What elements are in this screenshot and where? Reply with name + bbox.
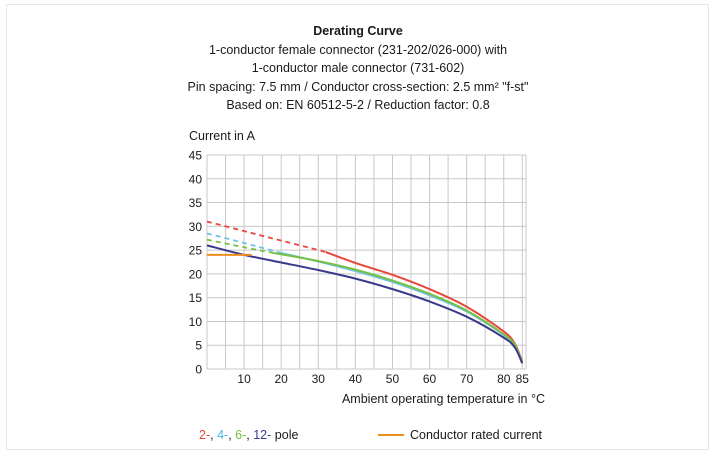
legend-rated-label: Conductor rated current — [410, 428, 543, 442]
x-tick-label: 40 — [349, 372, 363, 386]
series-pole-2-dashed — [206, 220, 326, 253]
y-tick-label: 5 — [195, 339, 202, 353]
series-pole-6-dashed — [206, 238, 274, 254]
legend-pole-12: 12- — [253, 428, 272, 442]
chart-subtitle-2: 1-conductor male connector (731-602) — [251, 61, 465, 75]
y-tick-label: 15 — [189, 291, 203, 305]
series-pole-12-line — [206, 244, 524, 364]
y-tick-label: 30 — [189, 220, 203, 234]
legend-rated: Conductor rated current — [378, 428, 542, 442]
legend-pole-6: 6- — [235, 428, 247, 442]
legend-pole-2: 2- — [199, 428, 211, 442]
chart-subtitle-3: Pin spacing: 7.5 mm / Conductor cross-se… — [187, 79, 529, 94]
legend-sep: , — [228, 428, 236, 442]
y-tick-label: 10 — [189, 315, 203, 329]
y-tick-label: 20 — [189, 267, 203, 281]
series — [206, 220, 524, 364]
x-tick-label: 70 — [460, 372, 474, 386]
axes: Current in A Ambient operating temperatu… — [189, 129, 545, 406]
y-tick-label: 35 — [189, 196, 203, 210]
x-tick-label: 20 — [275, 372, 289, 386]
legend-sep: , — [210, 428, 218, 442]
chart-title: Derating Curve — [313, 24, 403, 38]
x-tick-label: 80 — [497, 372, 511, 386]
x-tick-label: 85 — [516, 372, 530, 386]
chart-subtitle-1: 1-conductor female connector (231-202/02… — [208, 42, 508, 57]
x-tick-label: 10 — [237, 372, 251, 386]
legend-sep: , — [246, 428, 254, 442]
x-tick-label: 50 — [386, 372, 400, 386]
x-tick-label: 60 — [423, 372, 437, 386]
tick-labels: 0 5 10 15 20 25 30 35 40 45 10 20 30 40 50 60 70 80 85 — [189, 149, 530, 387]
series-pole-6-line — [273, 251, 524, 364]
figure-frame — [6, 4, 709, 450]
legend-pole-4: 4- — [217, 428, 229, 442]
y-axis-label: Current in A — [189, 129, 256, 143]
y-tick-label: 25 — [189, 244, 203, 258]
rated-current-swatch — [378, 434, 404, 436]
x-axis-label: Ambient operating temperature in °C — [342, 392, 545, 406]
legend-poles: 2-, 4-, 6-, 12- pole — [199, 428, 298, 442]
y-tick-label: 45 — [189, 149, 203, 163]
y-tick-label: 40 — [189, 172, 203, 186]
chart-header: Derating Curve 1-conductor female connec… — [0, 22, 716, 115]
x-tick-label: 30 — [312, 372, 326, 386]
series-pole-4-dashed — [206, 232, 282, 254]
chart-subtitle-4: Based on: EN 60512-5-2 / Reduction facto… — [226, 98, 490, 112]
legend-pole-suffix: pole — [271, 428, 299, 442]
grid — [206, 154, 527, 370]
y-tick-label: 0 — [195, 363, 202, 377]
